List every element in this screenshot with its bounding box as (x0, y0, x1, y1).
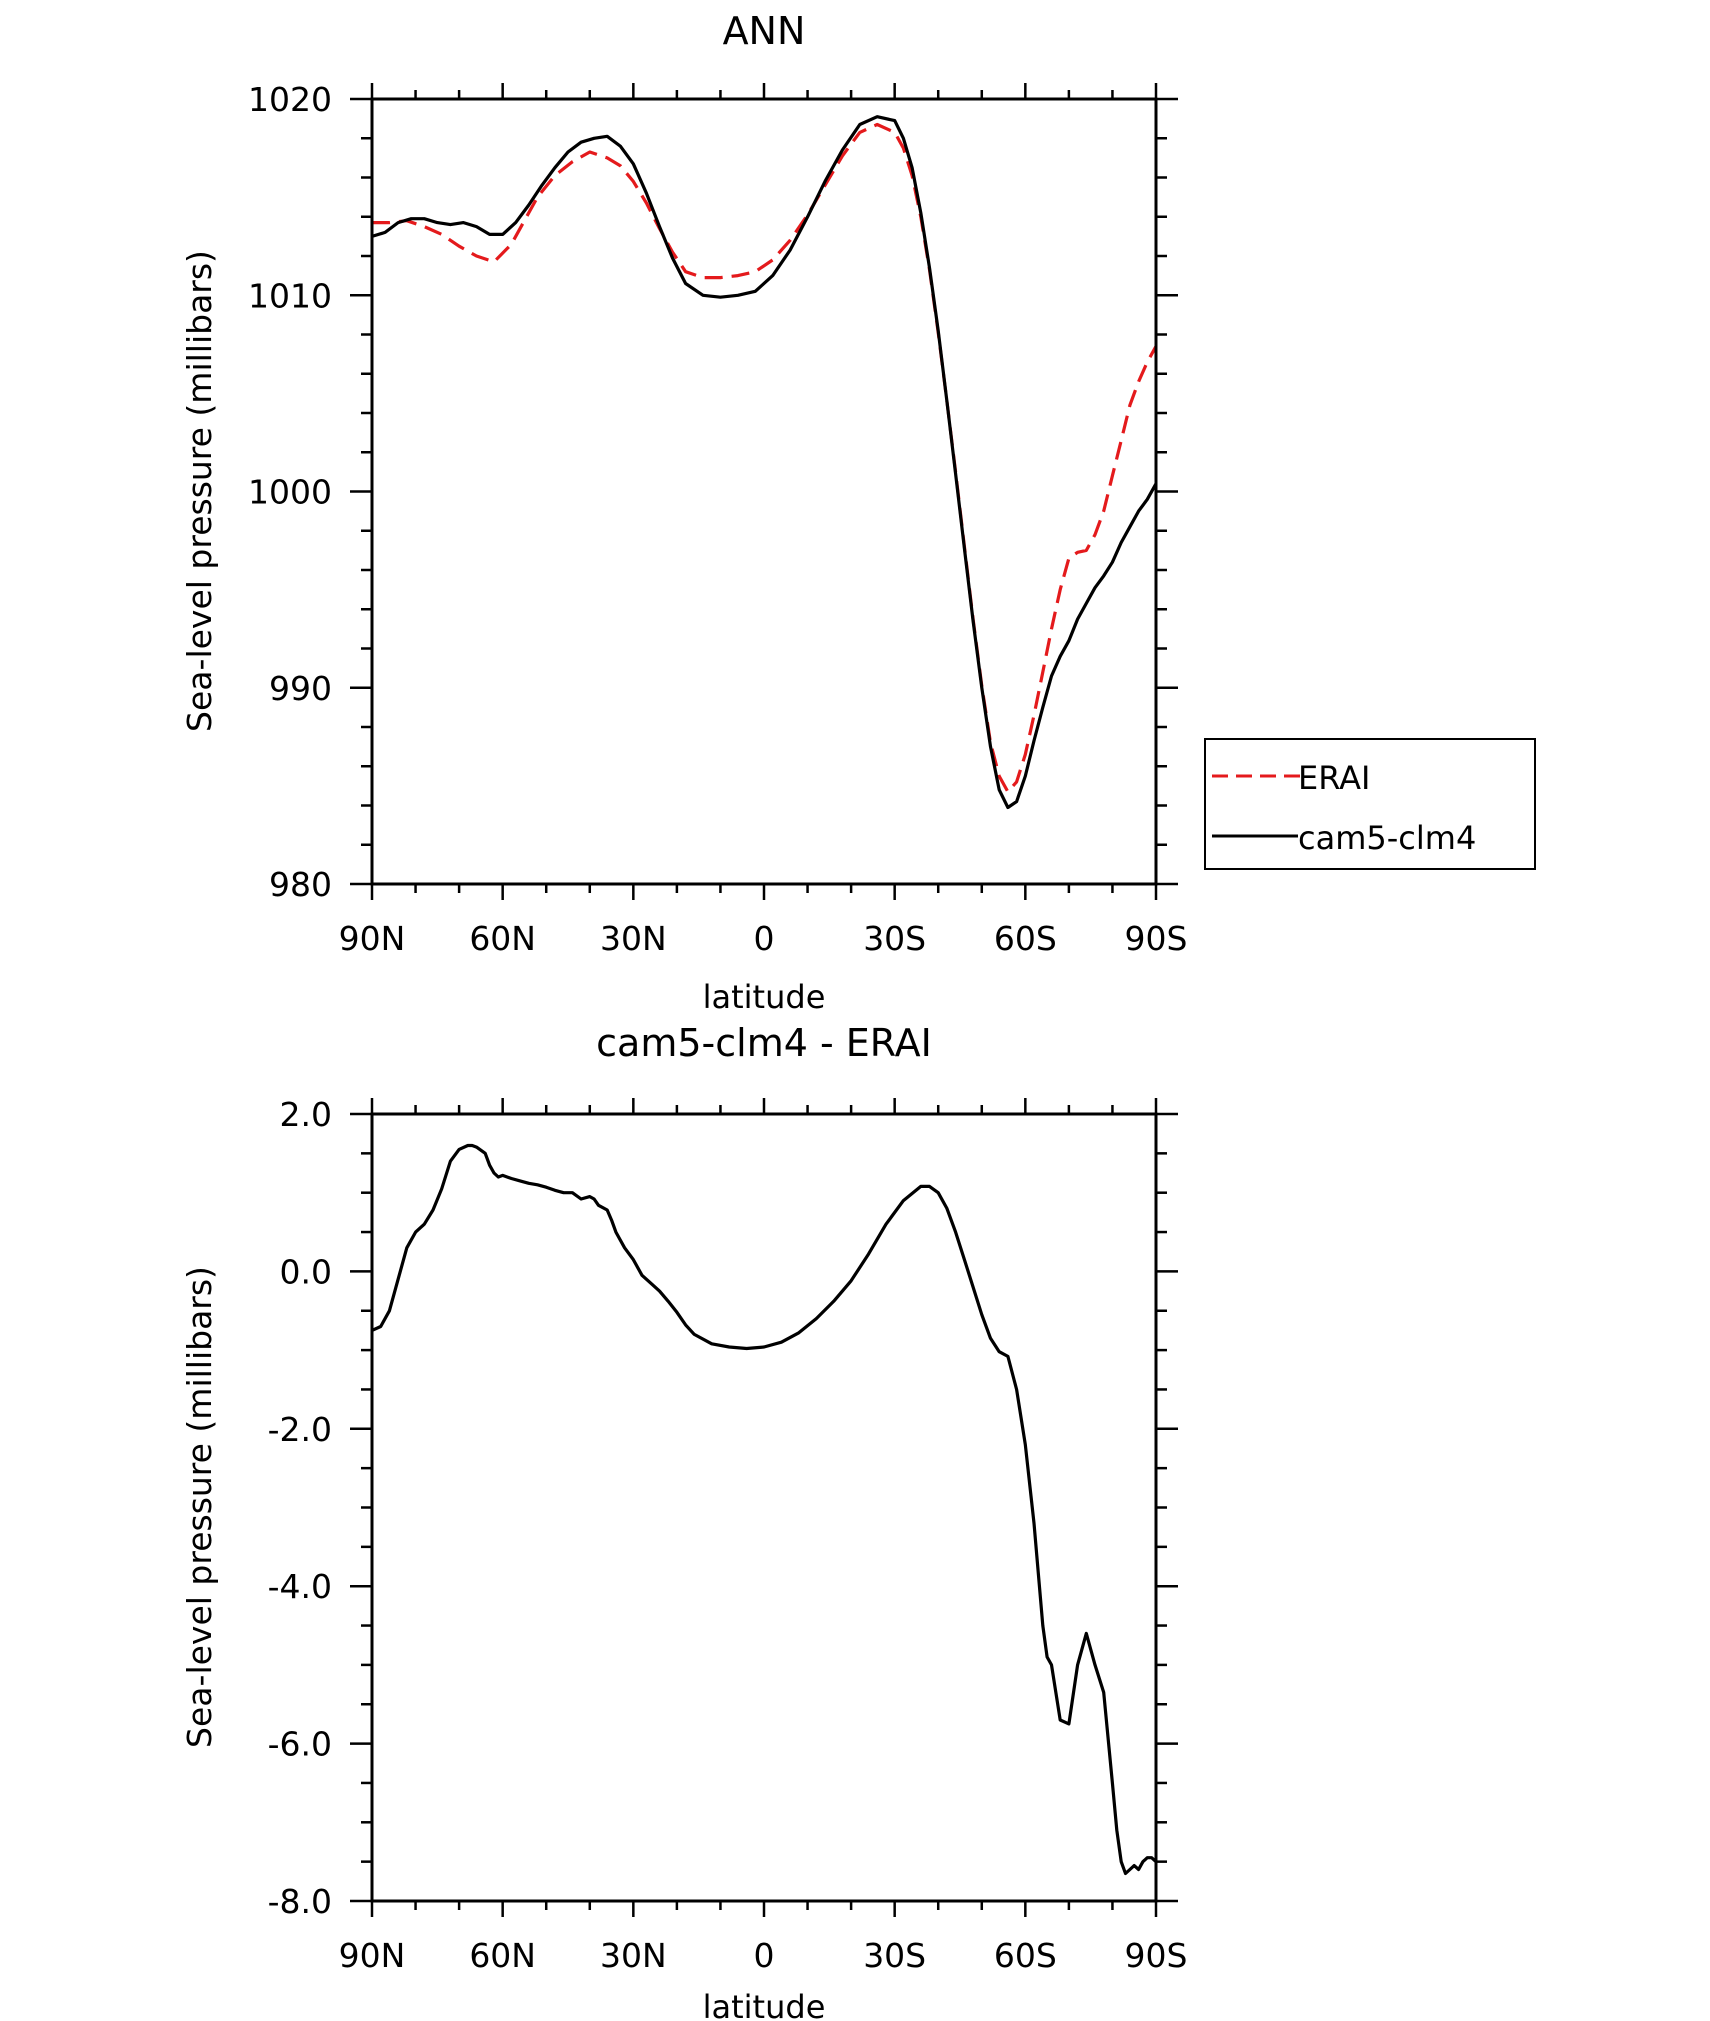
y-tick-label: 990 (269, 669, 332, 708)
x-tick-label: 90S (1125, 1936, 1188, 1975)
legend-entry-erai: ERAI (1212, 759, 1370, 797)
legend-label-erai: ERAI (1298, 759, 1370, 797)
plot-frame (370, 97, 1158, 886)
x-tick-label: 60N (469, 1936, 536, 1975)
y-tick-label: 2.0 (280, 1095, 332, 1134)
x-tick-label: 30N (600, 919, 667, 958)
x-tick-label: 60S (994, 1936, 1057, 1975)
annual-mean-panel: ANN 90N 60N 30N 0 30S 60S 90S 1020 1010 1000 990 98… (180, 9, 1536, 1016)
x-axis-label: latitude (703, 1988, 826, 2021)
series-layer (371, 1143, 1158, 1876)
legend-entry-cam5-clm4: cam5-clm4 (1212, 819, 1476, 857)
y-tick-label: 1010 (248, 276, 332, 315)
x-axis-label: latitude (703, 978, 826, 1016)
chart-title: cam5-clm4 - ERAI (596, 1021, 932, 1065)
chart-title: ANN (723, 9, 806, 53)
y-tick-label: -8.0 (268, 1882, 332, 1921)
y-tick-label: 1020 (248, 80, 332, 119)
x-tick-label: 0 (754, 919, 775, 958)
x-tick-label: 0 (754, 1936, 775, 1975)
series-line-1 (372, 122, 1158, 794)
ticks-layer: 90N 60N 30N 0 30S 60S 90S 2.0 0.0 -2.0 -4.0 -6.0 -8.… (268, 1095, 1188, 1975)
x-tick-label: 60S (994, 919, 1057, 958)
y-tick-label: -2.0 (268, 1410, 332, 1449)
difference-panel: cam5-clm4 - ERAI 90N 60N 30N 0 30S 60S 90S 2.0 0… (180, 1021, 1187, 2021)
series-line-1 (371, 1143, 1158, 1876)
x-tick-label: 30S (863, 919, 926, 958)
legend-box (1204, 738, 1536, 870)
series-layer (371, 115, 1158, 810)
x-tick-label: 90S (1125, 919, 1188, 958)
legend: ERAI cam5-clm4 (1204, 738, 1536, 870)
series-line-2 (371, 115, 1158, 810)
x-tick-label: 30S (863, 1936, 926, 1975)
y-axis-label: Sea-level pressure (millibars) (180, 1266, 219, 1748)
x-tick-label: 30N (600, 1936, 667, 1975)
ticks-layer: 90N 60N 30N 0 30S 60S 90S 1020 1010 1000 990 980 (248, 80, 1187, 958)
plot-frame (370, 1112, 1158, 1903)
x-tick-label: 90N (339, 919, 406, 958)
x-tick-label: 60N (469, 919, 536, 958)
y-tick-label: 980 (269, 865, 332, 904)
y-tick-label: 0.0 (280, 1252, 332, 1291)
y-tick-label: -6.0 (268, 1725, 332, 1764)
y-tick-label: -4.0 (268, 1567, 332, 1606)
y-axis-label: Sea-level pressure (millibars) (180, 250, 219, 732)
x-tick-label: 90N (339, 1936, 406, 1975)
legend-label-cam5-clm4: cam5-clm4 (1298, 819, 1476, 857)
y-tick-label: 1000 (248, 473, 332, 512)
